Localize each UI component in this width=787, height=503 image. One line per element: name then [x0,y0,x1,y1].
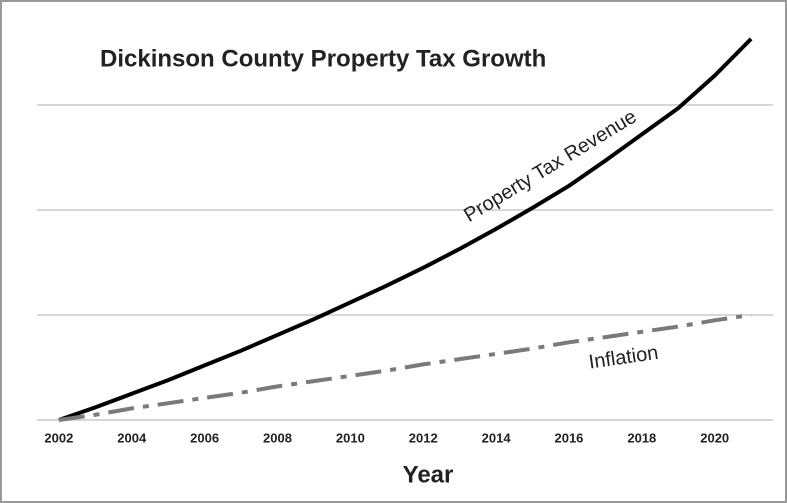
x-tick-label: 2010 [336,430,365,445]
chart-title: Dickinson County Property Tax Growth [100,45,546,72]
x-tick-label: 2020 [700,430,729,445]
x-tick-label: 2008 [263,430,292,445]
x-tick-label: 2012 [409,430,438,445]
x-tick-label: 2014 [482,430,512,445]
x-tick-label: 2006 [190,430,219,445]
x-axis-label: Year [403,461,454,488]
x-tick-label: 2002 [44,430,73,445]
series-line [58,37,753,422]
series-line [58,313,752,422]
x-tick-label: 2004 [117,430,147,445]
x-tick-label: 2018 [627,430,656,445]
x-tick-label: 2016 [554,430,583,445]
